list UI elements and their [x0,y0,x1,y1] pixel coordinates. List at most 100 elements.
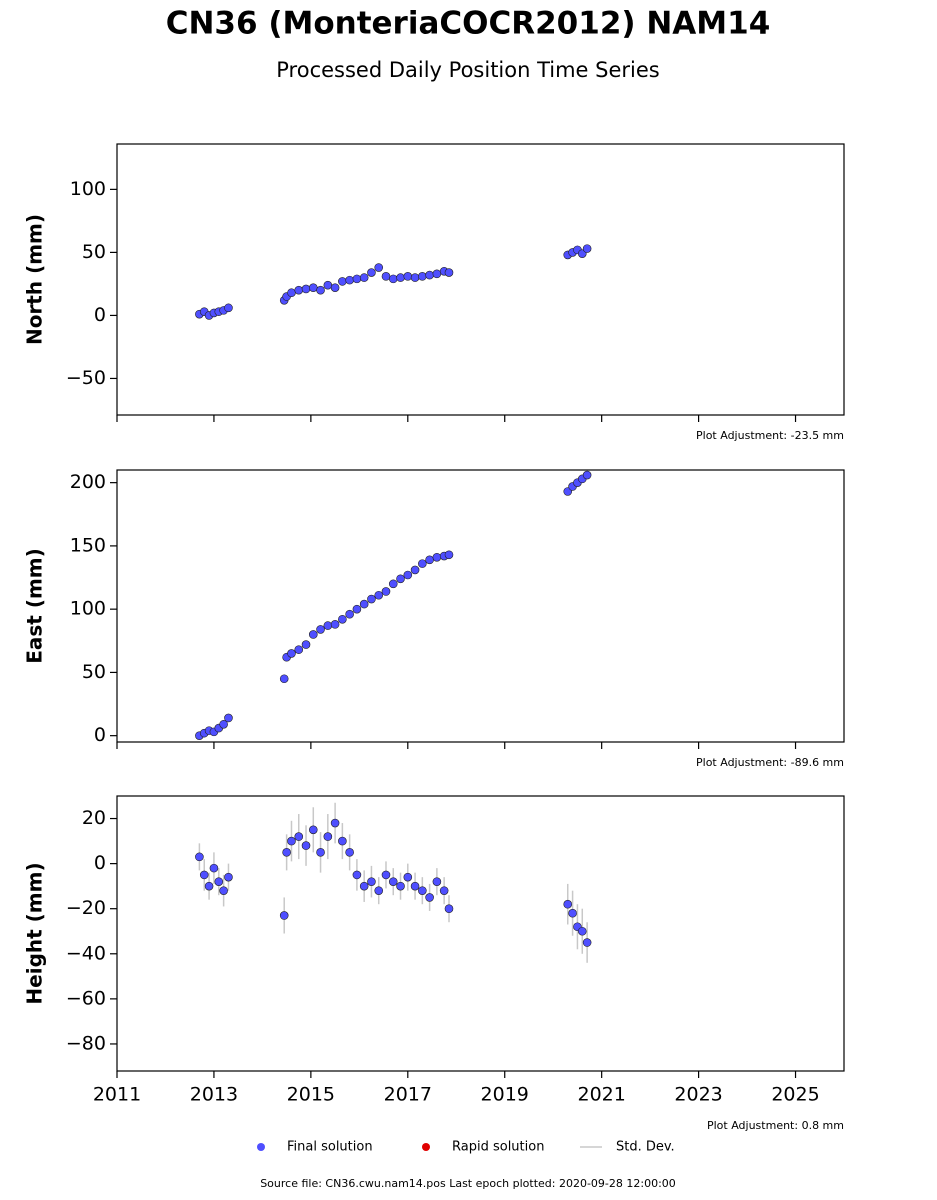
y-tick-label: −50 [66,367,106,389]
point [279,674,289,684]
x-tick-label: 2015 [287,1084,335,1106]
point [316,285,325,295]
point [444,904,454,914]
point [287,836,296,846]
point [195,852,204,862]
point [294,285,304,295]
point [282,848,291,857]
x-tick-label: 2011 [93,1084,141,1106]
x-tick-label: 2013 [190,1084,238,1106]
point [418,272,427,281]
point [432,877,442,886]
y-tick-label: −60 [66,987,106,1009]
point [432,552,442,562]
point [330,283,340,292]
point [582,470,592,480]
point [338,277,347,286]
point [352,274,362,284]
y-axis-label: Height (mm) [23,862,47,1004]
point [219,886,228,895]
point [425,270,434,280]
point [410,273,420,282]
y-tick-label: 20 [82,807,106,829]
point [563,899,573,909]
point [224,303,233,313]
point [345,848,354,857]
point [301,841,311,850]
y-tick-label: 50 [82,241,106,263]
point [323,621,333,630]
point [330,818,340,828]
point [359,599,369,609]
legend-label: Std. Dev. [616,1140,675,1155]
plot-frame [116,143,845,416]
point [444,268,454,277]
point [425,555,434,565]
point [367,268,376,277]
point [294,645,304,654]
point [316,625,325,634]
y-tick-label: 0 [94,724,106,746]
point [279,911,289,920]
y-tick-label: 100 [70,598,106,620]
point [338,836,347,846]
point [214,877,224,886]
plot-adjustment: Plot Adjustment: 0.8 mm [707,1119,844,1132]
legend-label: Rapid solution [452,1140,544,1155]
x-tick-label: 2023 [674,1084,722,1106]
point [418,559,427,568]
plot-frame [116,469,845,743]
point [396,881,405,891]
x-tick-label: 2017 [384,1084,432,1106]
point [308,283,318,292]
point [345,609,354,619]
point [388,579,398,589]
point [352,870,362,880]
point [316,848,325,857]
point [381,870,391,880]
y-axis-label: North (mm) [23,214,47,345]
point [403,872,413,882]
point [308,825,318,835]
point [432,269,442,279]
point [410,881,420,891]
point [301,640,311,649]
legend-label: Final solution [287,1140,373,1155]
point [403,570,413,580]
point [367,594,376,604]
y-tick-label: −20 [66,897,106,919]
point [352,604,362,614]
y-axis-label: East (mm) [23,548,47,664]
point [219,719,228,729]
point [388,877,398,886]
legend-marker [422,1143,430,1151]
x-tick-label: 2019 [481,1084,529,1106]
point [345,275,354,285]
point [308,630,318,639]
point [374,590,384,600]
title: CN36 (MonteriaCOCR2012) NAM14 [166,6,771,42]
point [204,881,214,891]
plot-adjustment: Plot Adjustment: -89.6 mm [696,756,844,769]
x-tick-label: 2025 [771,1084,819,1106]
point [224,872,233,882]
plot-adjustment: Plot Adjustment: -23.5 mm [696,429,844,442]
y-tick-label: 100 [70,178,106,200]
point [323,832,333,841]
point [359,273,369,282]
point [199,870,209,880]
y-tick-label: 200 [70,471,106,493]
point [444,550,454,560]
point [359,881,369,891]
point [330,620,340,629]
point [568,908,577,918]
legend-marker [257,1143,265,1151]
point [418,886,427,895]
point [338,614,347,624]
point [582,938,592,947]
point [425,893,434,902]
source: Source file: CN36.cwu.nam14.pos Last epo… [260,1177,676,1190]
y-tick-label: 50 [82,661,106,683]
point [374,886,384,895]
